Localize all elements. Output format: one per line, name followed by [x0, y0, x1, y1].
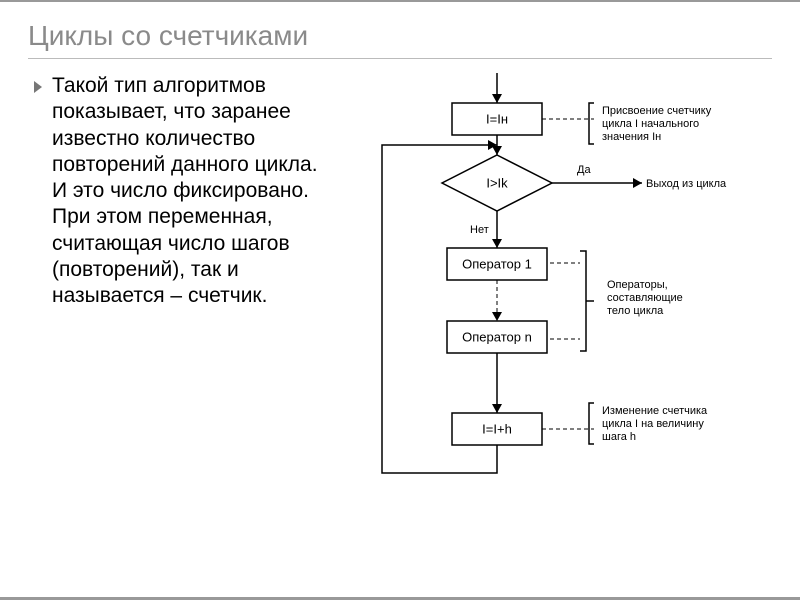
page-title: Циклы со счетчиками — [28, 20, 772, 59]
body-text: Такой тип алгоритмов показывает, что зар… — [52, 73, 322, 309]
svg-text:шага h: шага h — [602, 431, 636, 443]
svg-text:Изменение счетчика: Изменение счетчика — [602, 405, 708, 417]
svg-text:значения Iн: значения Iн — [602, 131, 661, 143]
svg-text:Присвоение счетчику: Присвоение счетчику — [602, 105, 712, 117]
svg-text:тело цикла: тело цикла — [607, 305, 664, 317]
bullet-icon — [34, 81, 42, 93]
text-column: Такой тип алгоритмов показывает, что зар… — [28, 73, 322, 533]
slide: Циклы со счетчиками Такой тип алгоритмов… — [0, 0, 800, 600]
flowchart: Нет Да I=Iн I>Ik Оператор 1 Оператор n I=I+h Пр… — [332, 73, 772, 533]
svg-text:Операторы,: Операторы, — [607, 279, 668, 291]
bullet-item: Такой тип алгоритмов показывает, что зар… — [34, 73, 322, 309]
svg-text:цикла I на величину: цикла I на величину — [602, 418, 704, 430]
svg-text:Да: Да — [577, 164, 591, 176]
svg-text:I=I+h: I=I+h — [482, 421, 512, 436]
flowchart-svg: Нет Да I=Iн I>Ik Оператор 1 Оператор n I=I+h Пр… — [332, 73, 772, 533]
content-row: Такой тип алгоритмов показывает, что зар… — [28, 73, 772, 533]
svg-text:Оператор 1: Оператор 1 — [462, 256, 532, 271]
svg-text:Оператор n: Оператор n — [462, 329, 532, 344]
svg-text:I>Ik: I>Ik — [486, 175, 508, 190]
svg-text:I=Iн: I=Iн — [486, 111, 508, 126]
svg-text:Выход из цикла: Выход из цикла — [646, 178, 727, 190]
svg-text:цикла I начального: цикла I начального — [602, 118, 699, 130]
svg-text:Нет: Нет — [470, 224, 489, 236]
svg-text:составляющие: составляющие — [607, 292, 683, 304]
